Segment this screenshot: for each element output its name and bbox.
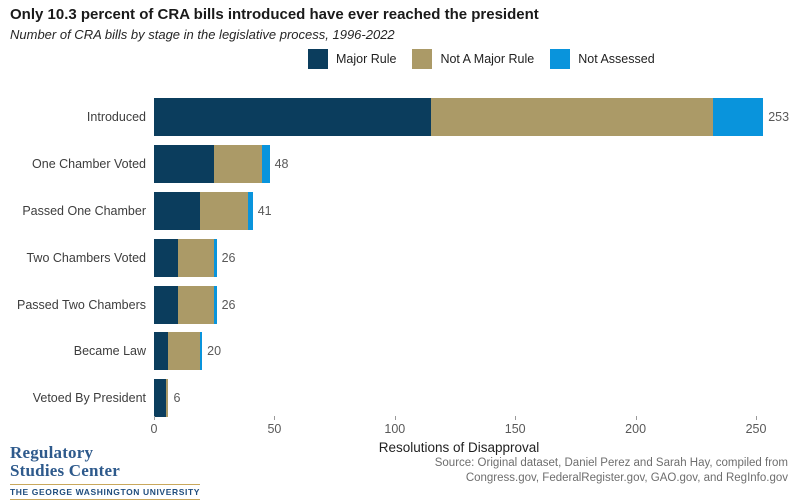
x-axis-title: Resolutions of Disapproval xyxy=(378,440,540,455)
bar-segment xyxy=(199,332,203,371)
bar-value-label: 26 xyxy=(221,297,236,312)
bar-segment xyxy=(154,238,179,277)
bar-row: Passed One Chamber 41 xyxy=(0,188,800,235)
bar-segment xyxy=(154,145,215,184)
stacked-bar xyxy=(154,238,217,277)
bar-value-label: 26 xyxy=(221,250,236,265)
axis-tick-label: 150 xyxy=(504,422,526,436)
chart-subtitle: Number of CRA bills by stage in the legi… xyxy=(10,27,395,42)
axis-tick-mark xyxy=(154,416,155,420)
category-label: One Chamber Voted xyxy=(32,157,146,172)
bar-row: One Chamber Voted 48 xyxy=(0,141,800,188)
axis-tick-label: 100 xyxy=(384,422,406,436)
bar-row: Passed Two Chambers 26 xyxy=(0,281,800,328)
axis-tick-label: 0 xyxy=(150,422,158,436)
bar-segment xyxy=(154,285,179,324)
axis-tick-mark xyxy=(274,416,276,420)
bar-chart: Introduced 253 One Chamber Voted 48 Passed O… xyxy=(0,94,800,422)
stacked-bar xyxy=(154,98,764,137)
bar-value-label: 6 xyxy=(173,391,181,406)
bar-segment xyxy=(214,145,263,184)
legend-swatch xyxy=(308,49,328,69)
chart-title: Only 10.3 percent of CRA bills introduce… xyxy=(10,6,539,23)
bar-segment xyxy=(430,98,713,137)
axis-tick-mark xyxy=(394,416,396,420)
logo-text-studies-center: Studies Center xyxy=(10,461,120,480)
bar-segment xyxy=(214,238,217,277)
source-line-1: Source: Original dataset, Daniel Perez a… xyxy=(434,457,788,469)
legend: Major Rule Not A Major Rule Not Assessed xyxy=(308,49,655,69)
stacked-bar xyxy=(154,379,169,418)
legend-label: Not A Major Rule xyxy=(440,52,535,66)
bar-segment xyxy=(178,285,215,324)
category-label: Two Chambers Voted xyxy=(26,250,146,265)
bar-segment xyxy=(199,191,248,230)
bar-segment xyxy=(214,285,217,324)
category-label: Introduced xyxy=(86,110,146,125)
legend-swatch xyxy=(412,49,433,69)
axis-tick-label: 200 xyxy=(625,422,647,436)
source-line-2: Congress.gov, FederalRegister.gov, GAO.g… xyxy=(465,472,788,484)
stacked-bar xyxy=(154,285,217,324)
legend-swatch xyxy=(550,49,571,69)
legend-label: Not Assessed xyxy=(578,52,655,66)
bar-segment xyxy=(154,332,169,371)
regulatory-studies-center-logo: Regulatory Studies Center THE GEORGE WAS… xyxy=(10,443,201,500)
bar-value-label: 253 xyxy=(768,110,790,125)
logo-text-regulatory: Regulatory xyxy=(10,443,94,462)
bar-segment xyxy=(712,98,764,137)
bar-value-label: 20 xyxy=(207,344,222,359)
axis-tick-mark xyxy=(515,416,517,420)
bar-segment xyxy=(154,191,200,230)
bar-row: Two Chambers Voted 26 xyxy=(0,234,800,281)
bar-value-label: 48 xyxy=(274,157,289,172)
axis-tick-label: 250 xyxy=(745,422,767,436)
axis-tick-mark xyxy=(756,416,757,420)
bar-row: Introduced 253 xyxy=(0,94,800,141)
axis-tick-label: 50 xyxy=(267,422,282,436)
bar-row: Became Law 20 xyxy=(0,328,800,375)
bar-row: Vetoed By President 6 xyxy=(0,375,800,422)
legend-item: Major Rule xyxy=(308,49,396,69)
legend-item: Not A Major Rule xyxy=(412,49,534,69)
source-note: Source: Original dataset, Daniel Perez a… xyxy=(435,456,788,486)
category-label: Passed One Chamber xyxy=(22,203,146,218)
stacked-bar xyxy=(154,145,270,184)
x-axis: 0 50 100 150 200 250 xyxy=(150,416,794,458)
bar-segment xyxy=(178,238,215,277)
legend-item: Not Assessed xyxy=(550,49,655,69)
bar-segment xyxy=(154,379,167,418)
bar-segment xyxy=(154,98,431,137)
category-label: Became Law xyxy=(73,344,146,359)
logo-text-gwu: THE GEORGE WASHINGTON UNIVERSITY xyxy=(10,484,201,500)
bar-segment xyxy=(168,332,200,371)
bar-value-label: 41 xyxy=(257,203,272,218)
legend-label: Major Rule xyxy=(336,52,397,66)
bar-segment xyxy=(262,145,270,184)
stacked-bar xyxy=(154,332,203,371)
axis-tick-mark xyxy=(635,416,637,420)
bar-segment xyxy=(247,191,253,230)
bar-segment xyxy=(166,379,169,418)
category-label: Passed Two Chambers xyxy=(17,297,146,312)
category-label: Vetoed By President xyxy=(32,391,146,406)
stacked-bar xyxy=(154,191,253,230)
